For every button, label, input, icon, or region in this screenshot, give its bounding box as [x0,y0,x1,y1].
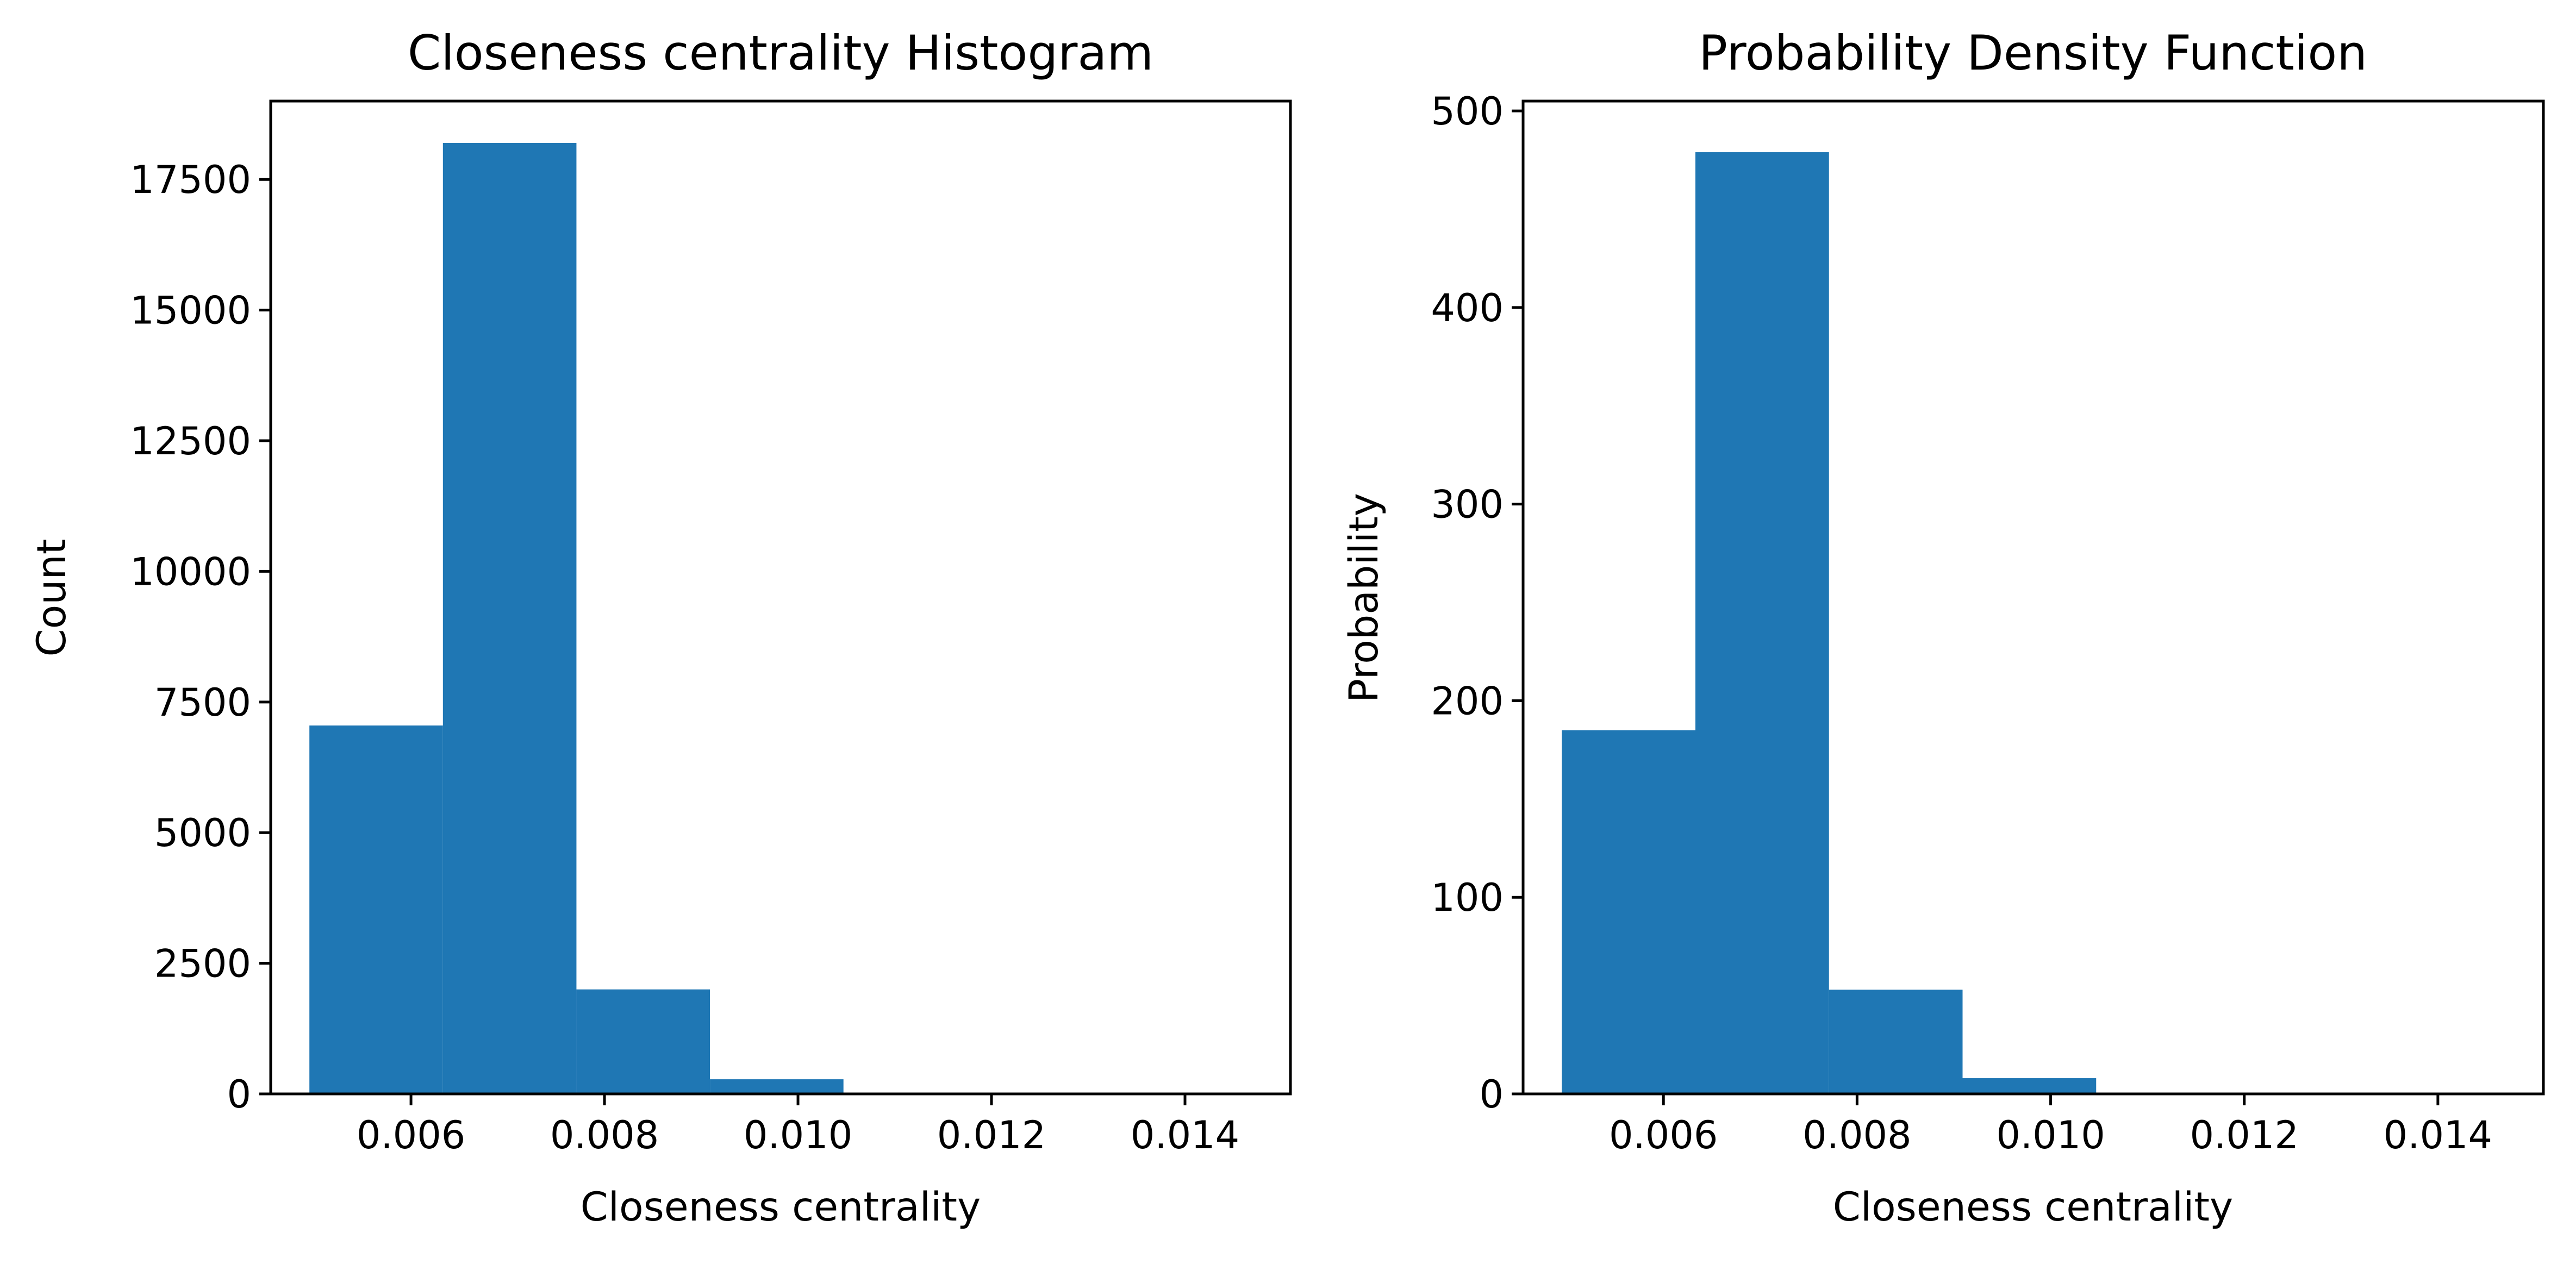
histogram-bar [576,989,710,1094]
x-tick-label: 0.006 [357,1113,465,1157]
histogram-chart: Closeness centrality Histogram 0.006 0.00… [29,25,1292,1230]
y-ticks: 0 2500 5000 7500 10000 12500 15000 17500 [130,158,271,1117]
histogram-bar [1695,152,1829,1094]
y-axis-label: Probability [1341,493,1387,703]
histogram-bar [1829,990,1963,1094]
bars [309,142,844,1094]
histogram-bar [1962,1078,2097,1094]
y-ticks: 0 100 200 300 400 500 [1431,89,1523,1117]
y-tick-label: 0 [1479,1072,1504,1117]
plot-frame [269,99,1292,1096]
x-tick-label: 0.008 [1802,1113,1911,1157]
x-tick-label: 0.012 [937,1113,1046,1157]
x-tick-label: 0.014 [2384,1113,2492,1157]
y-axis-label: Count [29,539,75,657]
x-axis-label: Closeness centrality [1833,1184,2233,1230]
x-tick-label: 0.010 [744,1113,852,1157]
y-tick-label: 7500 [154,680,251,725]
y-tick-label: 15000 [130,289,251,333]
y-tick-label: 2500 [154,942,251,986]
plot-frame [1521,99,2545,1096]
x-tick-label: 0.012 [2190,1113,2299,1157]
x-tick-label: 0.006 [1609,1113,1718,1157]
x-ticks: 0.006 0.008 0.010 0.012 0.014 [1609,1094,2492,1157]
histogram-bar [1562,730,1695,1094]
x-tick-label: 0.010 [1996,1113,2105,1157]
y-tick-label: 400 [1431,286,1504,330]
chart-title: Probability Density Function [1699,25,2367,81]
y-tick-label: 12500 [130,419,251,464]
y-tick-label: 200 [1431,679,1504,723]
pdf-chart: Probability Density Function 0.006 0.008 0… [1341,25,2545,1230]
y-tick-label: 5000 [154,811,251,855]
x-tick-label: 0.008 [550,1113,659,1157]
x-tick-label: 0.014 [1131,1113,1239,1157]
y-tick-label: 10000 [130,549,251,594]
x-ticks: 0.006 0.008 0.010 0.012 0.014 [357,1094,1239,1157]
histogram-bar [309,725,443,1094]
y-tick-label: 0 [227,1072,251,1117]
y-tick-label: 17500 [130,158,251,202]
chart-title: Closeness centrality Histogram [408,25,1153,81]
histogram-bar [442,142,577,1094]
x-axis-label: Closeness centrality [581,1184,981,1230]
bars [1562,152,2097,1094]
histogram-bar [710,1079,844,1094]
y-tick-label: 300 [1431,483,1504,527]
y-tick-label: 100 [1431,875,1504,920]
y-tick-label: 500 [1431,89,1504,134]
